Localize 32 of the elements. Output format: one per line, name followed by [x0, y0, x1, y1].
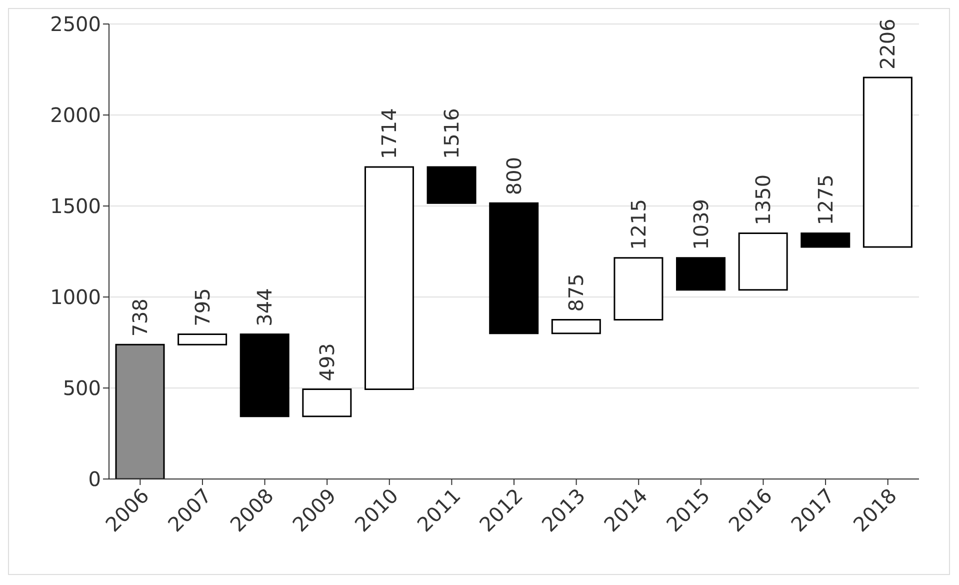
- bar: [364, 166, 414, 390]
- data-label: 1275: [813, 174, 838, 226]
- bar: [614, 257, 664, 320]
- data-label: 1039: [688, 198, 713, 250]
- y-tick-label: 1500: [50, 194, 101, 218]
- bar: [738, 232, 788, 291]
- bar: [115, 344, 165, 479]
- data-label: 2206: [876, 18, 900, 70]
- data-label: 800: [502, 156, 526, 196]
- bar: [800, 232, 850, 248]
- bar: [302, 388, 352, 418]
- y-tick-label: 1000: [50, 285, 101, 310]
- data-label: 344: [252, 288, 277, 326]
- y-tick-label: 0: [88, 467, 101, 492]
- data-label: 875: [564, 274, 588, 312]
- data-label: 493: [314, 343, 339, 382]
- bar: [489, 202, 539, 334]
- bar: [676, 257, 726, 291]
- bar: [551, 319, 601, 334]
- y-tick-label: 500: [62, 376, 101, 400]
- data-label: 1516: [440, 108, 464, 160]
- data-label: 795: [190, 288, 214, 326]
- data-label: 1350: [751, 174, 776, 226]
- bar: [178, 334, 228, 346]
- data-label: 1714: [377, 108, 402, 160]
- y-tick-label: 2500: [50, 12, 101, 36]
- data-label: 1215: [626, 198, 650, 250]
- bar: [862, 76, 912, 248]
- y-tick-label: 2000: [50, 103, 101, 128]
- bar: [240, 334, 290, 418]
- bar: [426, 166, 476, 204]
- data-label: 738: [128, 298, 152, 337]
